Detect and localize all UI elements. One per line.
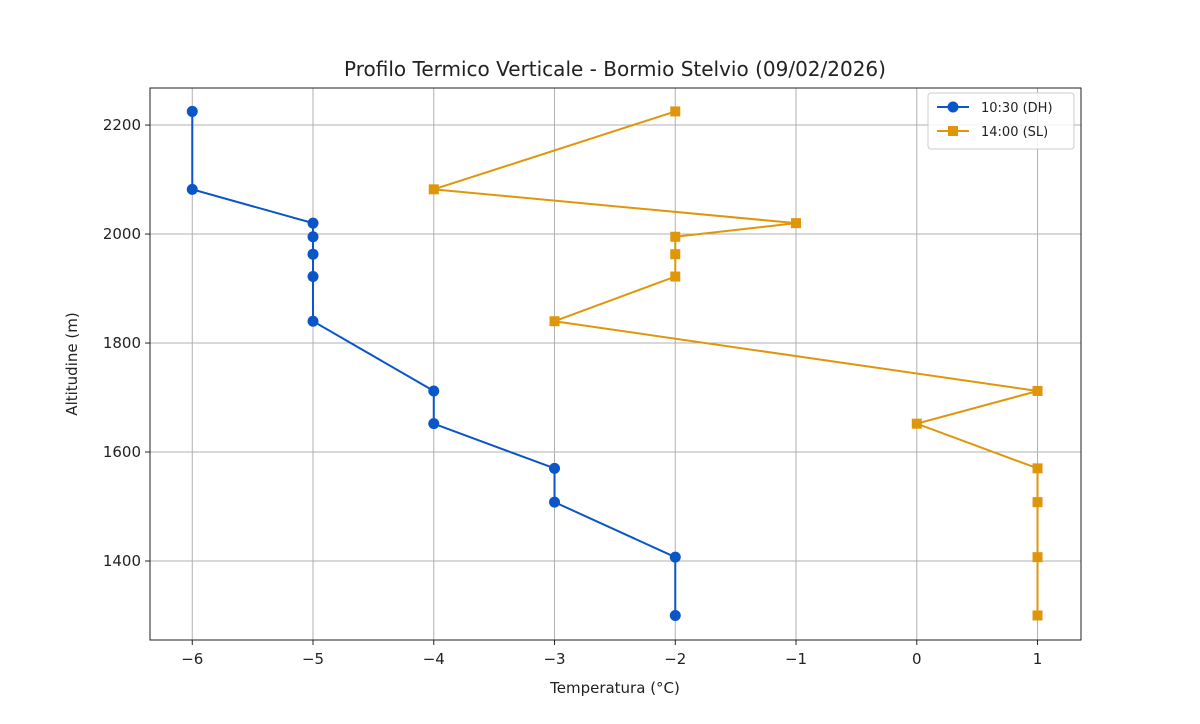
legend-marker <box>947 101 959 113</box>
legend-marker <box>948 126 958 136</box>
x-tick-label: 1 <box>1033 650 1043 668</box>
data-point <box>669 609 681 621</box>
data-point <box>428 418 440 430</box>
grid <box>150 88 1081 640</box>
y-axis-label: Altitudine (m) <box>63 312 81 415</box>
data-point <box>791 218 802 229</box>
legend-label: 10:30 (DH) <box>981 101 1053 116</box>
data-point <box>186 183 198 195</box>
x-axis: −6 −5 −4 −3 −2 −1 0 1 <box>181 640 1042 668</box>
x-tick-label: −3 <box>543 650 565 668</box>
data-point <box>307 248 319 260</box>
series-1 <box>428 106 1043 621</box>
legend: 10:30 (DH) 14:00 (SL) <box>927 92 1075 150</box>
data-point <box>1032 610 1043 621</box>
data-point <box>670 106 681 117</box>
data-point <box>549 462 561 474</box>
data-point <box>669 551 681 563</box>
x-axis-label: Temperatura (°C) <box>549 679 680 697</box>
data-point <box>670 231 681 242</box>
data-point <box>1032 552 1043 563</box>
y-tick-label: 2000 <box>103 225 141 243</box>
legend-label: 14:00 (SL) <box>981 125 1048 140</box>
data-point <box>307 217 319 229</box>
data-point <box>1032 385 1043 396</box>
data-point <box>307 231 319 243</box>
data-point <box>670 271 681 282</box>
series-line <box>433 110 1039 616</box>
data-point <box>1032 497 1043 508</box>
data-point <box>549 316 560 327</box>
chart-title: Profilo Termico Verticale - Bormio Stelv… <box>344 57 886 81</box>
series-layer <box>186 105 1043 621</box>
plot-area <box>149 87 1082 641</box>
y-tick-label: 2200 <box>103 116 141 134</box>
x-tick-label: −5 <box>302 650 324 668</box>
data-point <box>307 315 319 327</box>
data-point <box>911 418 922 429</box>
data-point <box>307 271 319 283</box>
y-tick-label: 1400 <box>103 552 141 570</box>
data-point <box>428 184 439 195</box>
series-0 <box>186 105 681 621</box>
x-tick-label: −1 <box>785 650 807 668</box>
x-tick-label: −4 <box>423 650 445 668</box>
data-point <box>670 249 681 260</box>
x-tick-label: −2 <box>664 650 686 668</box>
data-point <box>1032 463 1043 474</box>
data-point <box>549 496 561 508</box>
y-axis: 1400 1600 1800 2000 2200 <box>103 116 150 570</box>
x-tick-label: −6 <box>181 650 203 668</box>
data-point <box>428 385 440 397</box>
x-tick-label: 0 <box>912 650 922 668</box>
y-tick-label: 1600 <box>103 443 141 461</box>
data-point <box>186 105 198 117</box>
y-tick-label: 1800 <box>103 334 141 352</box>
